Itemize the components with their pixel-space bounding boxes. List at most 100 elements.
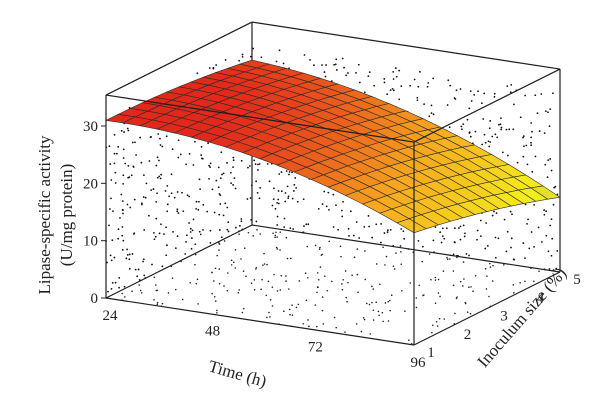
grid-dot bbox=[211, 271, 213, 274]
grid-dot bbox=[283, 217, 286, 220]
grid-dot bbox=[547, 250, 550, 253]
grid-dot bbox=[347, 72, 349, 74]
grid-dot bbox=[165, 226, 167, 229]
grid-dot bbox=[534, 94, 537, 97]
grid-dot bbox=[500, 117, 502, 120]
grid-dot bbox=[484, 247, 487, 250]
grid-dot bbox=[439, 231, 442, 234]
grid-dot bbox=[533, 203, 536, 206]
grid-dot bbox=[113, 152, 116, 155]
grid-dot bbox=[391, 88, 394, 90]
grid-dot bbox=[215, 179, 218, 182]
grid-dot bbox=[489, 141, 492, 143]
grid-dot bbox=[117, 237, 120, 240]
grid-dot bbox=[342, 200, 344, 203]
grid-dot bbox=[266, 162, 269, 165]
grid-dot bbox=[389, 299, 391, 302]
grid-dot bbox=[454, 227, 456, 230]
grid-dot bbox=[418, 284, 420, 287]
grid-dot bbox=[509, 210, 512, 213]
frame-edge bbox=[251, 224, 561, 273]
grid-dot bbox=[262, 264, 264, 266]
grid-dot bbox=[349, 210, 352, 213]
grid-dot bbox=[481, 143, 484, 146]
grid-dot bbox=[213, 280, 215, 282]
grid-dot bbox=[461, 128, 463, 131]
grid-dot bbox=[398, 69, 401, 72]
grid-dot bbox=[302, 198, 305, 201]
grid-dot bbox=[423, 103, 426, 105]
grid-dot bbox=[252, 235, 255, 237]
grid-dot bbox=[459, 280, 462, 283]
grid-dot bbox=[151, 263, 153, 266]
grid-dot bbox=[341, 57, 344, 60]
grid-dot bbox=[185, 240, 187, 243]
grid-dot bbox=[367, 75, 370, 78]
grid-dot bbox=[118, 277, 121, 279]
grid-dot bbox=[140, 161, 143, 164]
grid-dot bbox=[106, 261, 108, 264]
grid-dot bbox=[220, 236, 223, 239]
grid-dot bbox=[316, 291, 318, 294]
grid-dot bbox=[470, 286, 472, 288]
grid-dot bbox=[156, 156, 159, 159]
grid-dot bbox=[390, 294, 393, 297]
grid-dot bbox=[335, 204, 337, 207]
grid-dot bbox=[525, 144, 528, 147]
grid-dot bbox=[199, 188, 202, 191]
grid-dot bbox=[434, 279, 437, 281]
grid-dot bbox=[291, 314, 294, 316]
grid-dot bbox=[389, 228, 392, 231]
grid-dot bbox=[288, 308, 291, 311]
grid-dot bbox=[343, 66, 345, 69]
grid-dot bbox=[266, 263, 268, 266]
grid-dot bbox=[166, 210, 169, 213]
grid-dot bbox=[254, 163, 257, 166]
grid-dot bbox=[287, 288, 290, 290]
x-tick-label: 24 bbox=[103, 308, 119, 324]
grid-dot bbox=[131, 141, 134, 144]
grid-dot bbox=[417, 239, 420, 242]
grid-dot bbox=[154, 235, 157, 238]
grid-dot bbox=[430, 112, 433, 115]
grid-dot bbox=[177, 212, 180, 214]
grid-dot bbox=[395, 252, 397, 254]
grid-dot bbox=[163, 233, 165, 236]
frame-edge bbox=[413, 68, 561, 143]
grid-dot bbox=[314, 304, 317, 306]
grid-dot bbox=[222, 214, 225, 217]
grid-dot bbox=[319, 246, 321, 249]
grid-dot bbox=[156, 303, 159, 306]
grid-dot bbox=[171, 148, 174, 151]
grid-dot bbox=[168, 195, 171, 198]
grid-dot bbox=[493, 95, 496, 98]
grid-dot bbox=[238, 59, 241, 62]
grid-dot bbox=[209, 166, 212, 168]
y-tick-label: 1 bbox=[427, 345, 435, 361]
grid-dot bbox=[227, 230, 230, 233]
grid-dot bbox=[233, 177, 236, 179]
grid-dot bbox=[379, 283, 381, 286]
grid-dot bbox=[297, 303, 300, 306]
grid-dot bbox=[159, 137, 161, 140]
grid-dot bbox=[279, 231, 282, 233]
grid-dot bbox=[392, 70, 395, 73]
grid-dot bbox=[392, 265, 395, 268]
grid-dot bbox=[533, 245, 535, 248]
grid-dot bbox=[512, 284, 515, 286]
grid-dot bbox=[459, 88, 462, 90]
grid-dot bbox=[266, 316, 268, 319]
grid-dot bbox=[522, 155, 525, 158]
grid-dot bbox=[459, 238, 462, 241]
grid-dot bbox=[351, 274, 353, 276]
grid-dot bbox=[268, 311, 270, 314]
grid-dot bbox=[285, 280, 287, 282]
z-tick-label: 0 bbox=[91, 291, 99, 307]
grid-dot bbox=[401, 290, 403, 292]
grid-dot bbox=[483, 133, 486, 136]
grid-dot bbox=[309, 58, 311, 61]
grid-dot bbox=[462, 123, 465, 125]
grid-dot bbox=[211, 188, 214, 191]
grid-dot bbox=[423, 294, 425, 296]
grid-dot bbox=[253, 159, 256, 162]
